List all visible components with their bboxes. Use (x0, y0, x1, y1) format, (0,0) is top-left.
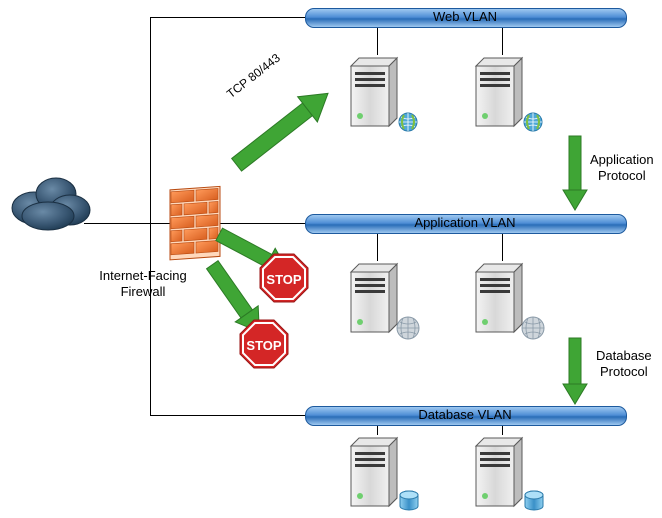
stop-sign-app: STOP (258, 252, 310, 304)
vlan-label-db: Database VLAN (305, 407, 625, 422)
globe-icon (398, 112, 418, 132)
stop-sign-db: STOP (238, 318, 290, 370)
wire-to-db (150, 415, 306, 416)
globe-icon (523, 112, 543, 132)
vlan-label-app: Application VLAN (305, 215, 625, 230)
app-protocol-label: Application Protocol (590, 152, 654, 185)
wire-backbone (150, 17, 151, 415)
wire-app-drop1 (377, 233, 378, 261)
database-icon (398, 490, 420, 512)
db-protocol-label: Database Protocol (596, 348, 652, 381)
wire-to-web (150, 17, 306, 18)
wire-web-drop1 (377, 27, 378, 55)
globe-grey-icon (521, 316, 545, 340)
wire-app-drop2 (502, 233, 503, 261)
diagram-stage: Web VLAN Application VLAN Database VLAN (0, 0, 662, 518)
arrow-db-protocol (560, 336, 590, 406)
svg-text:STOP: STOP (246, 338, 281, 353)
database-icon (523, 490, 545, 512)
svg-text:STOP: STOP (266, 272, 301, 287)
globe-grey-icon (396, 316, 420, 340)
arrow-app-protocol (560, 134, 590, 212)
vlan-label-web: Web VLAN (305, 9, 625, 24)
firewall-label: Internet-Facing Firewall (78, 268, 208, 301)
cloud-icon (6, 160, 96, 240)
wire-web-drop2 (502, 27, 503, 55)
